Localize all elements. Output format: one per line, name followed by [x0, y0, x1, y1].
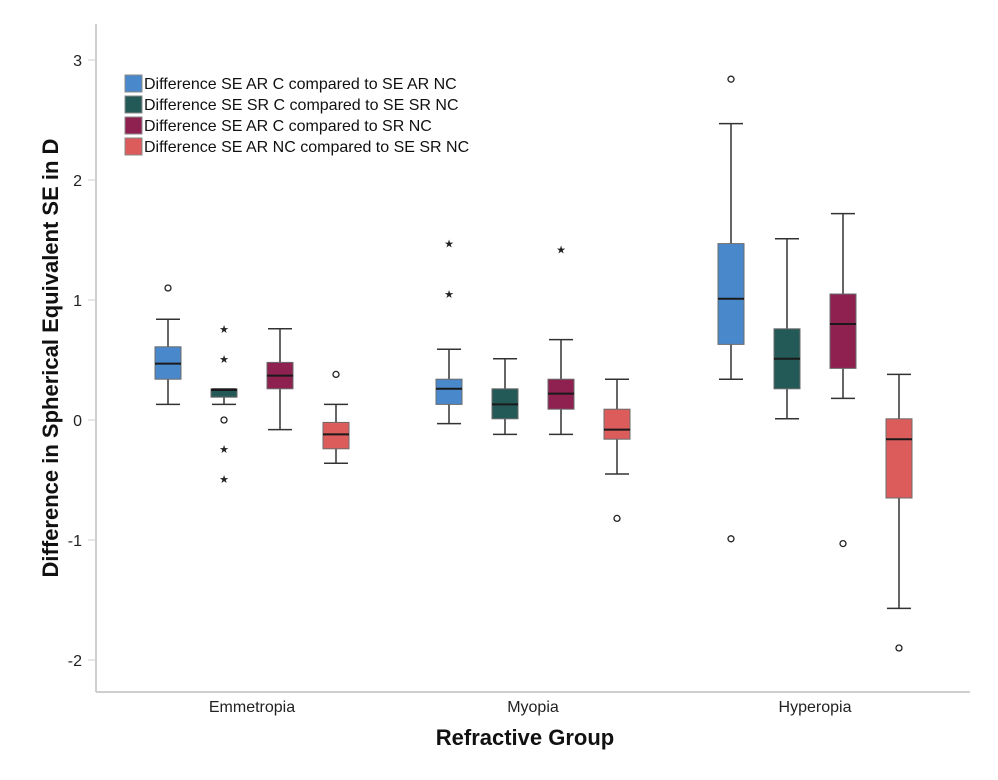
- extreme-point: ★: [219, 473, 229, 486]
- extreme-point: ★: [219, 323, 229, 336]
- legend-swatch: [124, 116, 143, 135]
- legend-swatch: [124, 95, 143, 114]
- box-group: ★★: [435, 238, 463, 425]
- box-group: [266, 328, 294, 431]
- extreme-point: ★: [444, 288, 454, 301]
- legend-label: Difference SE AR NC compared to SE SR NC: [144, 139, 469, 156]
- box-group: [773, 238, 801, 420]
- box-group: [885, 373, 913, 652]
- legend-label: Difference SE AR C compared to SR NC: [144, 118, 432, 135]
- box-group: [603, 378, 631, 523]
- box-group: [829, 212, 857, 548]
- outlier-point: [839, 539, 847, 548]
- x-axis-title: Refractive Group: [436, 725, 615, 750]
- outlier-point: [164, 284, 172, 292]
- outlier-point: [727, 535, 735, 543]
- x-tick-label: Hyperopia: [779, 699, 852, 716]
- legend-label: Difference SE AR C compared to SE AR NC: [144, 76, 457, 93]
- y-tick-label: 1: [73, 293, 82, 310]
- box: [435, 378, 463, 405]
- x-tick-label: Emmetropia: [209, 699, 295, 716]
- outlier-point: [220, 416, 228, 424]
- box: [603, 408, 631, 440]
- box-group: ★ ★ ★ ★: [210, 323, 238, 486]
- box-group: ★: [547, 244, 575, 436]
- box: [717, 243, 745, 345]
- box-group: [491, 358, 519, 436]
- outlier-point: [895, 644, 903, 652]
- extreme-point: ★: [219, 353, 229, 366]
- y-axis-title: Difference in Spherical Equivalent SE in…: [38, 139, 63, 578]
- y-tick-label: 2: [73, 173, 82, 190]
- box: [210, 388, 238, 398]
- legend: Difference SE AR C compared to SE AR NC D…: [124, 74, 469, 156]
- box-group: [717, 75, 745, 543]
- extreme-point: ★: [444, 238, 454, 251]
- box-group: [322, 370, 350, 464]
- y-tick-label: -2: [68, 653, 82, 670]
- outlier-point: [332, 370, 340, 379]
- box: [322, 421, 350, 450]
- y-ticks: -2 -1 0 1 2 3: [68, 53, 96, 670]
- box: [829, 293, 857, 369]
- box-group: [154, 284, 182, 406]
- y-tick-label: 0: [73, 413, 82, 430]
- extreme-point: ★: [219, 443, 229, 456]
- x-tick-labels: Emmetropia Myopia Hyperopia: [209, 699, 852, 716]
- outlier-point: [613, 514, 621, 523]
- boxes: ★★★★★★★: [154, 75, 913, 652]
- x-tick-label: Myopia: [507, 699, 559, 716]
- axes: -2 -1 0 1 2 3 Emmetropia Myopia Hyperopia: [68, 24, 970, 716]
- extreme-point: ★: [556, 244, 566, 257]
- legend-label: Difference SE SR C compared to SE SR NC: [144, 97, 459, 114]
- box: [885, 418, 913, 499]
- legend-swatch: [124, 137, 143, 156]
- legend-swatch: [124, 74, 143, 93]
- y-tick-label: 3: [73, 53, 82, 70]
- y-tick-label: -1: [68, 533, 82, 550]
- outlier-point: [727, 75, 735, 83]
